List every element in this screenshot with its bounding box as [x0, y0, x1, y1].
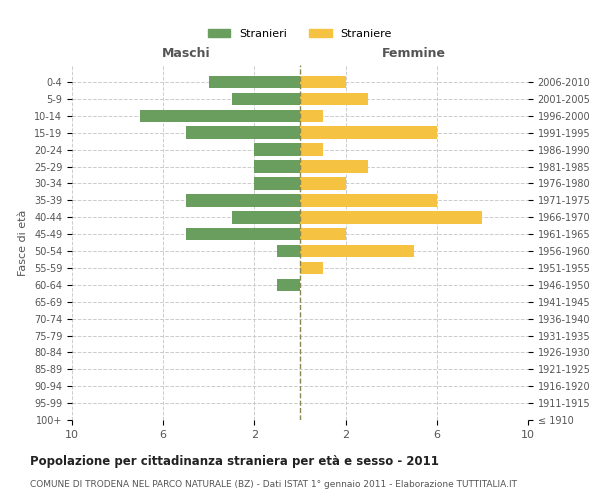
- Text: Femmine: Femmine: [382, 47, 446, 60]
- Bar: [300, 92, 368, 106]
- Bar: [254, 144, 300, 156]
- Bar: [300, 76, 346, 88]
- Bar: [300, 177, 346, 190]
- Bar: [300, 144, 323, 156]
- Text: Maschi: Maschi: [161, 47, 211, 60]
- Bar: [300, 160, 368, 173]
- Bar: [300, 110, 323, 122]
- Y-axis label: Anni di nascita: Anni di nascita: [597, 201, 600, 284]
- Bar: [277, 244, 300, 258]
- Bar: [140, 110, 300, 122]
- Bar: [254, 177, 300, 190]
- Text: COMUNE DI TRODENA NEL PARCO NATURALE (BZ) - Dati ISTAT 1° gennaio 2011 - Elabora: COMUNE DI TRODENA NEL PARCO NATURALE (BZ…: [30, 480, 517, 489]
- Y-axis label: Fasce di età: Fasce di età: [19, 210, 28, 276]
- Bar: [232, 92, 300, 106]
- Bar: [232, 211, 300, 224]
- Bar: [277, 278, 300, 291]
- Bar: [209, 76, 300, 88]
- Text: Popolazione per cittadinanza straniera per età e sesso - 2011: Popolazione per cittadinanza straniera p…: [30, 455, 439, 468]
- Bar: [300, 262, 323, 274]
- Bar: [300, 126, 437, 139]
- Bar: [186, 126, 300, 139]
- Bar: [254, 160, 300, 173]
- Legend: Stranieri, Straniere: Stranieri, Straniere: [204, 24, 396, 44]
- Bar: [186, 194, 300, 206]
- Bar: [300, 228, 346, 240]
- Bar: [300, 194, 437, 206]
- Bar: [186, 228, 300, 240]
- Bar: [300, 211, 482, 224]
- Bar: [300, 244, 414, 258]
